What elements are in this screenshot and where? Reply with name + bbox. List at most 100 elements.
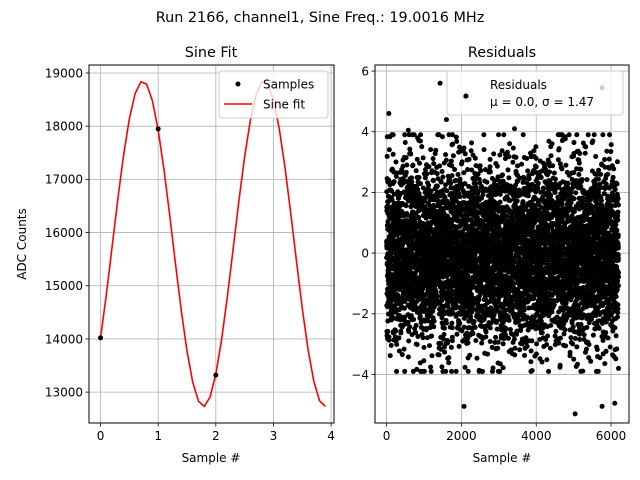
residual-point <box>487 338 493 344</box>
residual-point <box>412 215 418 221</box>
legend-samples-marker <box>235 81 241 87</box>
residual-point <box>404 162 410 168</box>
residual-point <box>403 169 409 175</box>
residual-point <box>408 151 414 157</box>
residual-point <box>431 318 437 324</box>
residual-point <box>544 357 550 363</box>
y-tick-label: 18000 <box>45 119 83 133</box>
residual-point <box>421 344 427 350</box>
residual-point <box>506 175 512 181</box>
residual-point <box>403 155 409 161</box>
residual-point <box>384 153 390 159</box>
residual-point <box>472 324 478 330</box>
residual-point <box>388 342 394 348</box>
sample-point <box>98 335 104 341</box>
y-tick-label: −2 <box>351 307 369 321</box>
residual-point <box>449 132 455 138</box>
y-tick-label: 4 <box>361 125 369 139</box>
residual-point <box>496 132 502 138</box>
sine-fit-marks <box>98 80 326 408</box>
residual-point <box>487 169 493 175</box>
residual-point <box>558 335 563 341</box>
residual-point <box>387 353 393 359</box>
residual-point <box>429 219 435 225</box>
residual-point <box>514 198 520 204</box>
residual-point <box>547 345 553 351</box>
residual-point <box>453 177 459 183</box>
residual-point <box>563 343 569 349</box>
residual-point <box>417 160 423 166</box>
residual-point <box>466 156 472 162</box>
y-tick-label: 14000 <box>45 332 83 346</box>
residual-point <box>445 213 451 219</box>
residual-point <box>538 175 544 181</box>
residual-point <box>533 164 539 170</box>
residual-point <box>529 368 535 374</box>
residual-point <box>512 345 518 351</box>
residual-point <box>520 199 526 205</box>
residual-point <box>438 340 444 346</box>
residual-point <box>504 149 510 155</box>
y-tick-label: 15000 <box>45 279 83 293</box>
residual-point <box>472 155 478 161</box>
residual-point <box>446 132 452 138</box>
residual-point <box>441 325 447 331</box>
residual-point <box>453 134 459 140</box>
residual-point <box>421 368 427 374</box>
residual-point <box>408 265 414 271</box>
residual-point <box>413 322 419 328</box>
residual-point <box>443 320 449 326</box>
residual-point <box>484 179 490 185</box>
residual-point <box>473 337 479 343</box>
residual-point <box>524 343 530 349</box>
residual-point <box>513 154 519 160</box>
residual-point <box>420 185 426 191</box>
residual-point <box>389 197 395 203</box>
residual-point <box>563 162 569 168</box>
residual-point <box>557 362 563 368</box>
residual-point <box>454 331 460 337</box>
residual-point <box>449 163 455 169</box>
residual-point <box>396 348 402 354</box>
residual-point <box>431 161 437 167</box>
residual-point <box>439 364 445 370</box>
y-tick-label: 13000 <box>45 385 83 399</box>
residual-point <box>497 368 503 374</box>
residual-point <box>474 355 480 361</box>
sine-fit-gridlines <box>89 65 334 423</box>
residual-point <box>443 152 449 158</box>
residual-point <box>511 336 517 342</box>
residual-point <box>426 182 432 188</box>
residual-point <box>416 214 422 220</box>
residual-point <box>426 343 432 349</box>
residual-point <box>409 175 415 181</box>
residual-point <box>411 132 417 138</box>
residuals-title: Residuals <box>468 45 536 61</box>
residual-point <box>480 368 486 374</box>
residual-point <box>559 202 565 208</box>
residual-point <box>429 353 435 359</box>
residual-point <box>510 281 516 287</box>
residual-point <box>533 155 539 161</box>
residual-point <box>522 176 528 182</box>
residual-point <box>497 152 503 158</box>
residual-point <box>417 181 423 187</box>
x-tick-label: 3 <box>270 429 278 443</box>
residual-point <box>445 304 451 310</box>
residual-point <box>455 171 461 177</box>
residual-point <box>551 302 557 308</box>
residual-point <box>548 193 554 199</box>
residual-point <box>533 144 539 150</box>
residual-point <box>442 195 448 201</box>
y-tick-label: −4 <box>351 368 369 382</box>
residual-point <box>433 147 439 153</box>
residual-point <box>510 159 516 165</box>
residual-point <box>430 156 436 162</box>
residual-point <box>434 171 440 177</box>
y-tick-label: 0 <box>361 246 369 260</box>
residual-point <box>445 340 451 346</box>
residual-point <box>386 147 392 153</box>
residual-point <box>441 332 447 338</box>
